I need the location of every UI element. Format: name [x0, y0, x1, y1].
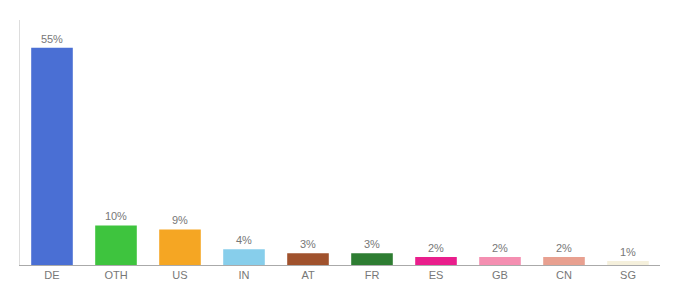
- svg-text:3%: 3%: [364, 238, 380, 250]
- svg-text:4%: 4%: [236, 234, 252, 246]
- svg-text:ES: ES: [429, 269, 444, 281]
- svg-text:OTH: OTH: [104, 269, 127, 281]
- svg-text:SG: SG: [620, 269, 636, 281]
- svg-text:2%: 2%: [556, 242, 572, 254]
- svg-text:IN: IN: [239, 269, 250, 281]
- svg-text:AT: AT: [301, 269, 315, 281]
- svg-text:55%: 55%: [41, 33, 63, 45]
- svg-text:2%: 2%: [492, 242, 508, 254]
- svg-text:DE: DE: [44, 269, 59, 281]
- svg-text:CN: CN: [556, 269, 572, 281]
- svg-text:FR: FR: [365, 269, 380, 281]
- svg-text:2%: 2%: [428, 242, 444, 254]
- svg-text:9%: 9%: [172, 214, 188, 226]
- svg-text:3%: 3%: [300, 238, 316, 250]
- svg-text:10%: 10%: [105, 210, 127, 222]
- svg-text:1%: 1%: [620, 246, 636, 258]
- svg-text:US: US: [172, 269, 187, 281]
- svg-text:GB: GB: [492, 269, 508, 281]
